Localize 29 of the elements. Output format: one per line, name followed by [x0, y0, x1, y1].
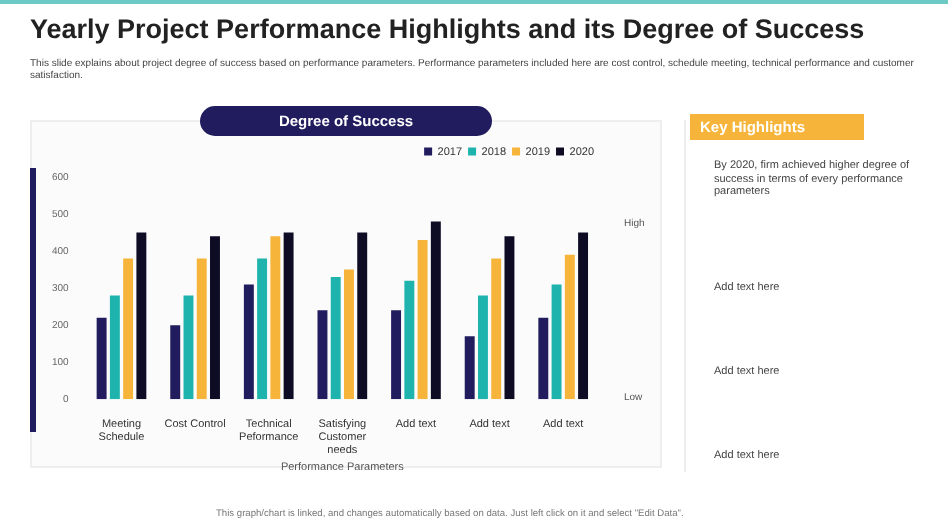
- bar: [430, 221, 441, 400]
- bar: [551, 284, 562, 400]
- bar: [136, 232, 147, 400]
- bar: [491, 258, 502, 400]
- bar: [344, 269, 354, 400]
- bar: [417, 239, 428, 400]
- bar: [464, 336, 475, 400]
- chart-title: Yearly Project Performance Highlights and its Degree of Success: [30, 14, 865, 44]
- bar: [210, 236, 220, 400]
- bar: [109, 295, 120, 400]
- bar: [257, 258, 268, 400]
- bar: [504, 236, 515, 400]
- bar: [96, 317, 107, 400]
- bar: [243, 284, 254, 400]
- bar: [317, 310, 328, 400]
- bar: [404, 280, 415, 400]
- bar: [477, 295, 488, 400]
- bar: [170, 325, 181, 400]
- bar: [283, 232, 294, 400]
- bar: [578, 232, 589, 400]
- bar: [538, 317, 549, 400]
- bar: [330, 276, 341, 400]
- bar: [183, 295, 194, 400]
- bar: [564, 254, 575, 400]
- bar: [123, 258, 134, 400]
- bar: [270, 236, 281, 400]
- bar: [357, 232, 368, 400]
- bar: [196, 258, 207, 400]
- bar: [391, 310, 402, 400]
